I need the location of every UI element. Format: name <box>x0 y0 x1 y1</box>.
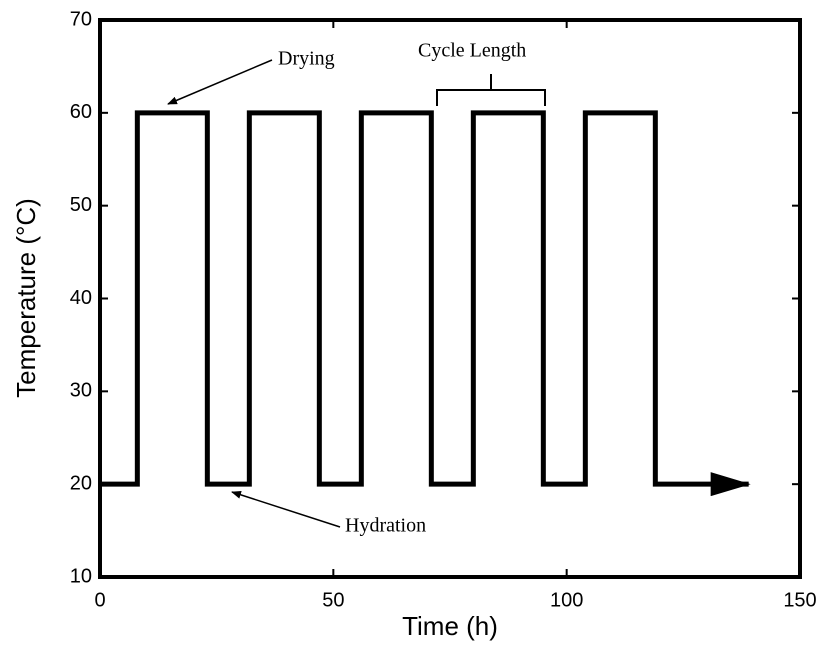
y-tick-label: 10 <box>70 565 92 587</box>
y-tick-label: 60 <box>70 101 92 123</box>
x-tick-label: 0 <box>94 589 105 611</box>
annotation-arrow <box>167 59 273 105</box>
y-tick-label: 30 <box>70 380 92 402</box>
line-series <box>100 110 751 497</box>
annotation: Hydration <box>345 515 426 537</box>
x-tick-label: 50 <box>322 589 344 611</box>
annotation: Drying <box>278 48 335 70</box>
y-tick-label: 50 <box>70 194 92 216</box>
y-tick-label: 40 <box>70 287 92 309</box>
y-axis-label: Temperature (°C) <box>11 198 41 398</box>
bracket <box>436 74 546 106</box>
annotation-arrow <box>231 490 341 528</box>
annotation: Cycle Length <box>418 40 526 62</box>
x-tick-label: 100 <box>550 589 583 611</box>
x-tick-label: 150 <box>783 589 816 611</box>
x-axis-label: Time (h) <box>402 611 498 641</box>
y-tick-label: 20 <box>70 472 92 494</box>
y-tick-label: 70 <box>70 8 92 30</box>
